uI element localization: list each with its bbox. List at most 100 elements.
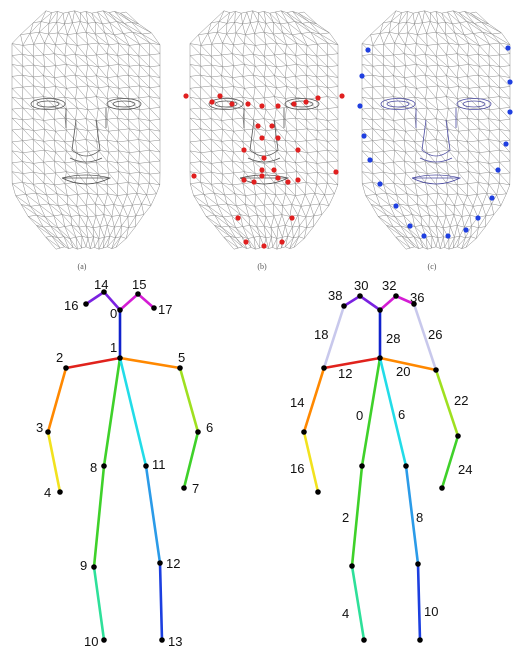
joints [45, 289, 201, 643]
bone-segment [102, 290, 122, 312]
landmark-dot [275, 103, 281, 109]
joint-dot [321, 365, 327, 371]
joint-dot [377, 307, 383, 313]
joint-label: 22 [454, 393, 468, 408]
landmark-dot [235, 215, 241, 221]
landmark-dot [259, 103, 265, 109]
joint-dot [63, 365, 69, 371]
landmark-dot [275, 175, 281, 181]
bone-segment [378, 294, 398, 312]
landmark-dot [241, 177, 247, 183]
landmark-dot [357, 103, 363, 109]
landmark-dot [303, 99, 309, 105]
joint-label: 36 [410, 290, 424, 305]
joint-label: 10 [84, 634, 98, 649]
joint-label: 14 [290, 395, 304, 410]
landmark-dot [269, 123, 275, 129]
landmark-dot [243, 239, 249, 245]
bone-segment [302, 430, 320, 494]
bone-segment [158, 561, 164, 642]
joint-dot [135, 291, 141, 297]
landmark-dot [393, 203, 399, 209]
joint-dot [45, 429, 51, 435]
joint-label: 32 [382, 278, 396, 293]
bone-segment [322, 356, 382, 370]
landmark-dot [463, 227, 469, 233]
bone-segment [378, 356, 408, 468]
joint-label: 30 [354, 278, 368, 293]
joint-label: 10 [424, 604, 438, 619]
joint-label: 18 [314, 327, 328, 342]
joint-dot [357, 293, 363, 299]
bone-segment [378, 356, 438, 372]
landmark-dot [361, 133, 367, 139]
landmark-dot [365, 47, 371, 53]
bones [302, 294, 460, 642]
joint-dot [181, 485, 187, 491]
landmark-dot [333, 169, 339, 175]
landmark-dot [507, 79, 513, 85]
landmark-dot [229, 101, 235, 107]
joint-label: 7 [192, 481, 199, 496]
landmark-dot [209, 99, 215, 105]
bone-segment [102, 356, 122, 468]
bone-segment [412, 302, 438, 372]
bone-segment [416, 562, 422, 642]
landmark-dot [315, 95, 321, 101]
landmark-dot [191, 173, 197, 179]
joint-dot [117, 307, 123, 313]
joints [301, 293, 461, 643]
landmark-dot [241, 147, 247, 153]
landmark-dot [339, 93, 345, 99]
landmark-dot [377, 181, 383, 187]
panel-caption-b: (b) [257, 262, 267, 271]
bone-segment [118, 356, 148, 468]
landmark-dot [259, 167, 265, 173]
bone-segment [178, 366, 200, 434]
joint-dot [83, 301, 89, 307]
joint-label: 16 [64, 298, 78, 313]
landmark-dot [255, 123, 261, 129]
bone-segment [182, 430, 200, 490]
landmark-dot [245, 101, 251, 107]
joint-dot [415, 561, 421, 567]
joint-dot [101, 463, 107, 469]
joint-dot [143, 463, 149, 469]
landmark-dot [421, 233, 427, 239]
joint-dot [177, 365, 183, 371]
joint-label: 8 [416, 510, 423, 525]
bone-segment [404, 464, 420, 566]
joint-dot [361, 637, 367, 643]
joint-dot [411, 301, 417, 307]
joint-label: 4 [44, 485, 51, 500]
bone-segment [118, 356, 182, 370]
joint-label: 0 [110, 306, 117, 321]
joint-label: 24 [458, 462, 472, 477]
face-features [30, 98, 142, 185]
joint-label: 5 [178, 350, 185, 365]
landmark-dot [291, 101, 297, 107]
panel-caption-c: (c) [428, 262, 437, 271]
joint-label: 6 [398, 407, 405, 422]
joint-dot [101, 289, 107, 295]
bone-segment [434, 368, 460, 438]
landmark-dot [359, 73, 365, 79]
bone-segment [394, 294, 416, 306]
landmark-dot [259, 135, 265, 141]
landmark-dot [279, 239, 285, 245]
facial-landmarks-red [183, 93, 345, 249]
bone-segment [46, 366, 68, 434]
joint-label: 8 [90, 460, 97, 475]
joint-label: 12 [338, 366, 352, 381]
bone-segment [440, 434, 460, 490]
joint-dot [377, 355, 383, 361]
joint-dot [403, 463, 409, 469]
landmark-dot [295, 147, 301, 153]
face-features [208, 98, 320, 185]
landmark-dot [367, 157, 373, 163]
joint-label: 3 [36, 420, 43, 435]
face-mesh-panel-c [357, 10, 513, 250]
joint-label: 13 [168, 634, 182, 649]
joint-dot [359, 463, 365, 469]
